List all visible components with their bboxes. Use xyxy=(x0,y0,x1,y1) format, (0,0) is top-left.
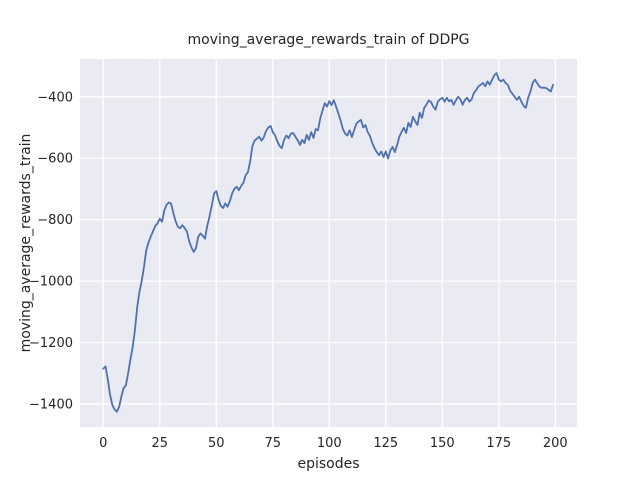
plot-area xyxy=(80,59,577,427)
y-tick-label: −1400 xyxy=(29,397,73,412)
x-tick-label: 200 xyxy=(543,436,568,451)
y-tick-label: −1000 xyxy=(29,275,73,290)
y-tick-label: −1200 xyxy=(29,336,73,351)
y-tick-label: −600 xyxy=(37,152,73,167)
x-tick-label: 25 xyxy=(152,436,169,451)
x-axis-label: episodes xyxy=(297,456,359,472)
x-tick-label: 75 xyxy=(265,436,282,451)
x-tick-label: 50 xyxy=(208,436,225,451)
chart-line xyxy=(102,72,554,413)
x-tick-label: 175 xyxy=(486,436,511,451)
x-tick-label: 150 xyxy=(430,436,455,451)
y-tick-label: −400 xyxy=(37,90,73,105)
chart-title: moving_average_rewards_train of DDPG xyxy=(187,32,469,48)
x-tick-label: 100 xyxy=(317,436,342,451)
y-axis-label: moving_average_rewards_train xyxy=(18,134,34,353)
x-tick-label: 125 xyxy=(373,436,398,451)
x-tick-label: 0 xyxy=(99,436,107,451)
y-tick-label: −800 xyxy=(37,213,73,228)
